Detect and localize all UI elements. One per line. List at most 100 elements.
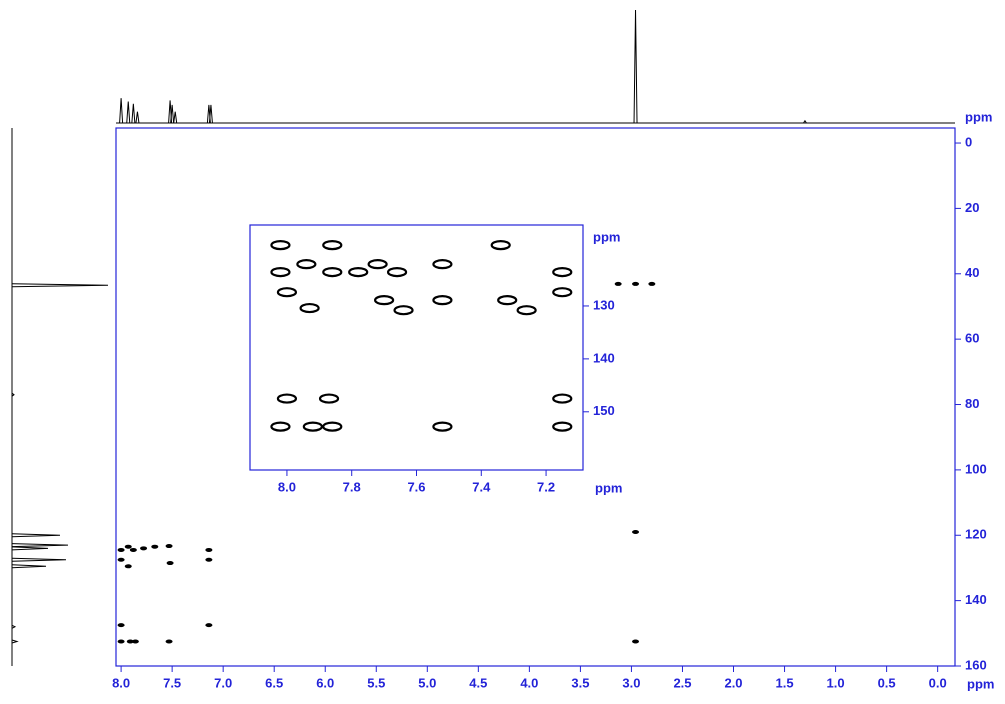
y-tick-label: 140 <box>965 592 987 607</box>
y-tick-label: 160 <box>965 657 987 672</box>
x-tick-label: 7.8 <box>343 479 361 494</box>
x-tick-label: 6.0 <box>316 675 334 690</box>
cross-peak <box>432 259 453 270</box>
cross-peak <box>117 557 125 562</box>
cross-peak <box>614 281 622 286</box>
x-tick-label: 3.0 <box>622 675 640 690</box>
x-tick-label: 7.2 <box>537 479 555 494</box>
cross-peak <box>632 529 640 534</box>
peak <box>11 639 19 644</box>
y-tick-label: 120 <box>965 527 987 542</box>
peak <box>11 557 67 562</box>
cross-peak <box>270 421 291 432</box>
peak <box>633 9 638 124</box>
cross-peak <box>552 421 573 432</box>
cross-peak <box>432 421 453 432</box>
cross-peak <box>276 287 298 298</box>
cross-peak <box>516 305 537 316</box>
x-tick-label: 8.0 <box>278 479 296 494</box>
x-tick-label: 7.6 <box>407 479 425 494</box>
cross-peak <box>552 393 573 404</box>
cross-peak <box>632 281 640 286</box>
cross-peak <box>632 639 640 644</box>
y-tick-label: 40 <box>965 265 979 280</box>
x-axis-label: ppm <box>967 676 994 691</box>
cross-peak <box>552 287 573 298</box>
x-tick-label: 7.4 <box>472 479 491 494</box>
cross-peak <box>318 393 340 404</box>
x-axis-label: ppm <box>595 480 622 495</box>
x-tick-label: 1.0 <box>827 675 845 690</box>
x-tick-label: 4.0 <box>520 675 538 690</box>
cross-peak <box>348 266 369 278</box>
cross-peak <box>296 259 317 270</box>
cross-peak <box>117 639 125 644</box>
peak <box>126 101 131 124</box>
peak <box>11 392 15 397</box>
cross-peak <box>648 281 656 286</box>
x-tick-label: 0.0 <box>929 675 947 690</box>
cross-peak <box>205 557 213 562</box>
cross-peak <box>131 639 139 644</box>
y-axis-label: ppm <box>965 109 992 124</box>
cross-peak <box>490 240 511 251</box>
cross-peak <box>117 547 125 552</box>
cross-peak <box>165 544 173 549</box>
peak <box>119 98 124 124</box>
peak <box>135 111 140 124</box>
x-tick-label: 5.0 <box>418 675 436 690</box>
cross-peak <box>552 266 573 278</box>
cross-peak <box>151 544 159 549</box>
x-tick-label: 7.0 <box>214 675 232 690</box>
peak <box>11 546 49 551</box>
x-tick-label: 1.5 <box>776 675 794 690</box>
x-tick-label: 2.0 <box>724 675 742 690</box>
y-axis-label: ppm <box>593 229 620 244</box>
peak <box>803 119 807 124</box>
peak <box>173 111 178 124</box>
cross-peak <box>126 639 134 644</box>
peak <box>131 103 136 124</box>
peak <box>11 543 69 548</box>
x-tick-label: 0.5 <box>878 675 896 690</box>
x-tick-label: 5.5 <box>367 675 385 690</box>
cross-peak <box>432 295 453 306</box>
peak <box>208 104 213 124</box>
peak <box>11 533 61 538</box>
y-tick-label: 130 <box>593 297 615 312</box>
cross-peak <box>129 547 137 552</box>
cross-peak <box>270 266 291 278</box>
x-tick-label: 6.5 <box>265 675 283 690</box>
cross-peak <box>117 623 125 628</box>
cross-peak <box>299 302 320 314</box>
peak <box>11 283 109 288</box>
cross-peak <box>386 266 408 278</box>
cross-peak <box>322 266 343 278</box>
x-tick-label: 4.5 <box>469 675 487 690</box>
y-tick-label: 150 <box>593 403 615 418</box>
peak <box>11 564 47 569</box>
cross-peak <box>270 240 291 251</box>
cross-peak <box>166 561 174 566</box>
y-tick-label: 0 <box>965 134 972 149</box>
cross-peak <box>302 421 323 432</box>
cross-peak <box>374 295 395 306</box>
peak <box>170 104 175 124</box>
x-tick-label: 3.5 <box>571 675 589 690</box>
y-tick-label: 140 <box>593 350 615 365</box>
cross-peak <box>124 564 132 569</box>
cross-peak <box>322 421 343 432</box>
y-tick-label: 100 <box>965 461 987 476</box>
cross-peak <box>367 259 388 270</box>
y-tick-label: 80 <box>965 396 979 411</box>
cross-peak <box>140 546 148 551</box>
x-tick-label: 7.5 <box>163 675 181 690</box>
cross-peak <box>393 305 414 316</box>
x-tick-label: 2.5 <box>673 675 691 690</box>
cross-peak <box>497 295 518 306</box>
y-tick-label: 20 <box>965 200 979 215</box>
cross-peak <box>205 623 213 628</box>
y-tick-label: 60 <box>965 331 979 346</box>
cross-peak <box>124 544 132 549</box>
